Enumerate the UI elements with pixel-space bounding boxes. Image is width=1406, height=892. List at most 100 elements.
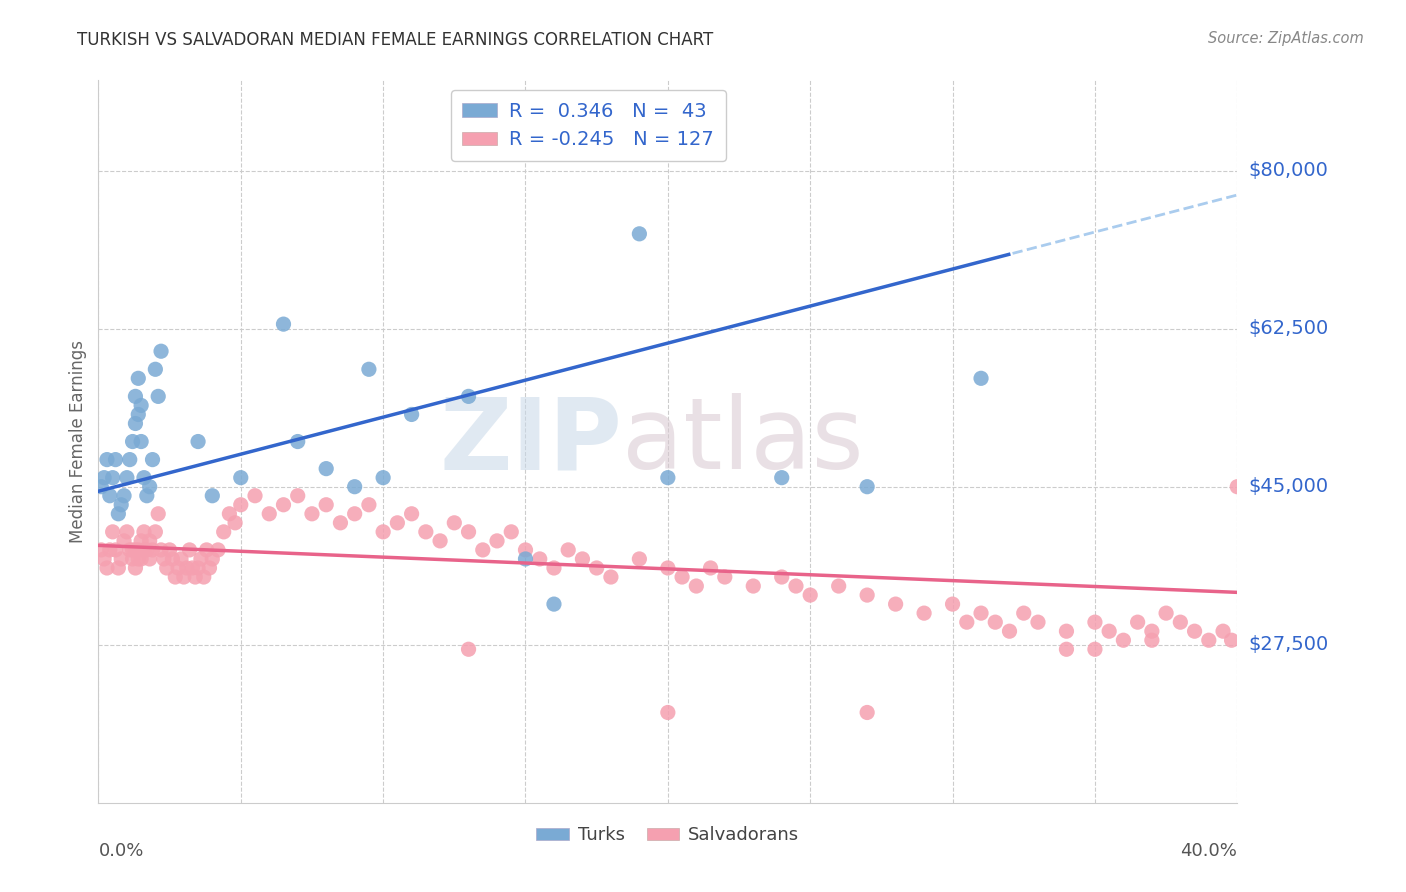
Point xyxy=(110,552,132,566)
Point xyxy=(471,542,494,557)
Point xyxy=(179,542,201,557)
Point xyxy=(1098,624,1121,639)
Point xyxy=(1198,633,1220,648)
Point xyxy=(176,561,198,575)
Point xyxy=(770,470,793,484)
Point xyxy=(742,579,765,593)
Point xyxy=(101,470,124,484)
Point xyxy=(173,570,195,584)
Point xyxy=(129,533,152,548)
Point xyxy=(457,524,479,539)
Point xyxy=(856,480,879,494)
Point xyxy=(942,597,965,611)
Point xyxy=(970,371,993,385)
Point xyxy=(287,434,309,449)
Point xyxy=(165,570,187,584)
Point xyxy=(714,570,737,584)
Point xyxy=(110,498,132,512)
Point xyxy=(127,552,149,566)
Point xyxy=(198,561,221,575)
Point xyxy=(1226,480,1249,494)
Point xyxy=(984,615,1007,630)
Point xyxy=(129,552,152,566)
Point xyxy=(212,524,235,539)
Point xyxy=(201,489,224,503)
Point xyxy=(229,498,252,512)
Point xyxy=(329,516,352,530)
Point xyxy=(415,524,437,539)
Point xyxy=(671,570,693,584)
Point xyxy=(1184,624,1206,639)
Point xyxy=(273,317,295,331)
Text: TURKISH VS SALVADORAN MEDIAN FEMALE EARNINGS CORRELATION CHART: TURKISH VS SALVADORAN MEDIAN FEMALE EARN… xyxy=(77,31,714,49)
Point xyxy=(343,480,366,494)
Text: $27,500: $27,500 xyxy=(1249,635,1329,654)
Point xyxy=(184,570,207,584)
Point xyxy=(357,498,380,512)
Point xyxy=(201,552,224,566)
Point xyxy=(135,489,157,503)
Point xyxy=(132,542,155,557)
Point xyxy=(1084,615,1107,630)
Point xyxy=(135,542,157,557)
Point xyxy=(96,452,118,467)
Point xyxy=(785,579,807,593)
Point xyxy=(141,452,163,467)
Point xyxy=(799,588,821,602)
Point xyxy=(1170,615,1192,630)
Point xyxy=(956,615,979,630)
Point xyxy=(373,524,395,539)
Point xyxy=(1012,606,1035,620)
Point xyxy=(1112,633,1135,648)
Point xyxy=(148,507,170,521)
Point xyxy=(457,642,479,657)
Point xyxy=(229,470,252,484)
Point xyxy=(1084,642,1107,657)
Point xyxy=(187,434,209,449)
Point xyxy=(127,371,149,385)
Point xyxy=(259,507,281,521)
Text: Source: ZipAtlas.com: Source: ZipAtlas.com xyxy=(1208,31,1364,46)
Point xyxy=(96,561,118,575)
Point xyxy=(127,408,149,422)
Point xyxy=(132,470,155,484)
Point xyxy=(657,561,679,575)
Y-axis label: Median Female Earnings: Median Female Earnings xyxy=(69,340,87,543)
Point xyxy=(1212,624,1234,639)
Point xyxy=(387,516,409,530)
Point xyxy=(124,542,146,557)
Point xyxy=(685,579,707,593)
Point xyxy=(148,389,170,403)
Point xyxy=(1140,633,1163,648)
Text: 0.0%: 0.0% xyxy=(98,842,143,860)
Point xyxy=(557,542,579,557)
Point xyxy=(101,524,124,539)
Point xyxy=(112,533,135,548)
Point xyxy=(181,561,204,575)
Point xyxy=(628,552,651,566)
Point xyxy=(107,561,129,575)
Point xyxy=(193,570,215,584)
Point xyxy=(115,470,138,484)
Point xyxy=(501,524,523,539)
Point xyxy=(195,542,218,557)
Point xyxy=(287,489,309,503)
Point xyxy=(657,470,679,484)
Point xyxy=(159,542,181,557)
Point xyxy=(373,470,395,484)
Point xyxy=(121,434,143,449)
Point xyxy=(207,542,229,557)
Point xyxy=(138,552,160,566)
Point xyxy=(138,480,160,494)
Point xyxy=(153,552,176,566)
Point xyxy=(121,552,143,566)
Point xyxy=(1026,615,1049,630)
Point xyxy=(515,552,537,566)
Point xyxy=(90,542,112,557)
Point xyxy=(115,524,138,539)
Point xyxy=(167,561,190,575)
Point xyxy=(243,489,266,503)
Point xyxy=(118,542,141,557)
Point xyxy=(600,570,623,584)
Point xyxy=(132,524,155,539)
